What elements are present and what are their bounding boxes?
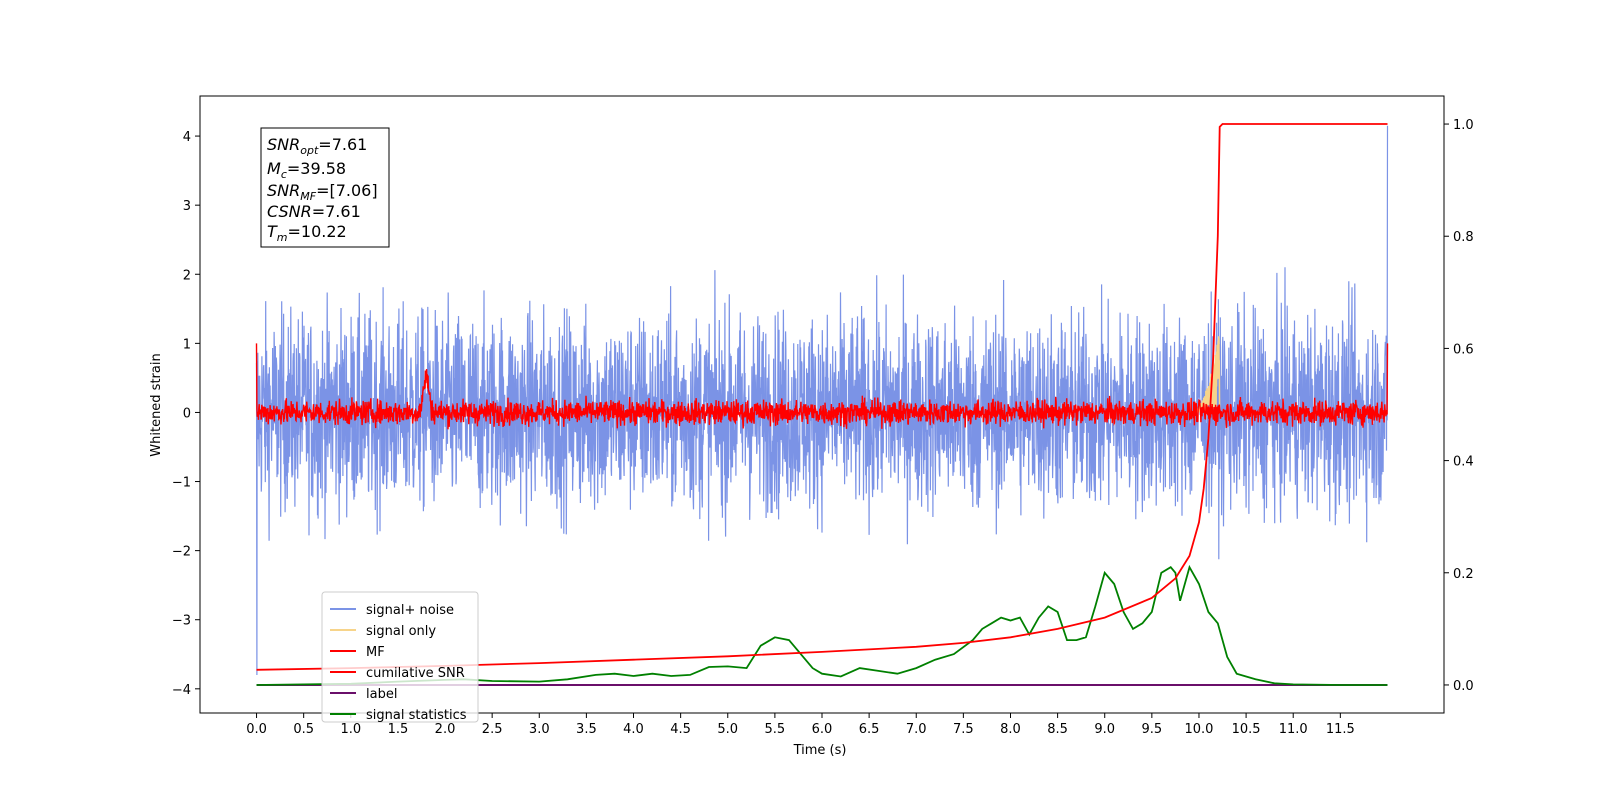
y-left-tick-label: −2 <box>172 545 191 560</box>
x-tick-label: 4.5 <box>670 722 691 737</box>
x-tick-label: 6.0 <box>812 722 833 737</box>
y-right-tick-label: 0.2 <box>1453 567 1474 582</box>
x-tick-label: 3.0 <box>529 722 550 737</box>
x-tick-label: 6.5 <box>859 722 880 737</box>
legend-label: signal only <box>366 624 436 639</box>
x-tick-label: 8.5 <box>1047 722 1068 737</box>
x-tick-label: 2.5 <box>482 722 503 737</box>
y-axis-right-ticks: 0.0 0.2 0.4 0.6 0.8 1.0 <box>1444 118 1474 694</box>
y-left-tick-label: 0 <box>183 406 191 421</box>
x-axis-ticks: 0.0 0.5 1.0 1.5 2.0 2.5 3.0 3.5 4.0 4.5 5.0 5.5 6.0 6… <box>246 713 1355 737</box>
x-tick-label: 10.5 <box>1232 722 1261 737</box>
legend: signal+ noise signal only MF cumilative SNR… <box>321 591 479 723</box>
y-left-tick-label: 4 <box>183 130 191 145</box>
y-right-tick-label: 1.0 <box>1453 118 1474 133</box>
y-left-tick-label: −3 <box>172 614 191 629</box>
x-tick-label: 10.0 <box>1184 722 1213 737</box>
annotation-line-csnr: CSNR=7.61 <box>267 202 361 221</box>
y-right-tick-label: 0.8 <box>1453 230 1474 245</box>
annotation-box: SNRopt=7.61 Mc=39.58 SNRMF=[7.06] CSNR=7… <box>260 127 390 248</box>
legend-label: label <box>366 687 397 702</box>
series-cumilative-snr-line <box>256 123 1388 671</box>
y-right-tick-label: 0.4 <box>1453 455 1474 470</box>
y-left-tick-label: −4 <box>172 683 191 698</box>
y-left-tick-label: 3 <box>183 199 191 214</box>
annotation-line-tm: Tm=10.22 <box>267 222 347 244</box>
x-axis-label: Time (s) <box>793 743 847 758</box>
y-left-tick-label: 2 <box>183 268 191 283</box>
legend-label: cumilative SNR <box>366 666 465 681</box>
legend-label: signal+ noise <box>366 603 454 618</box>
x-tick-label: 0.5 <box>293 722 314 737</box>
x-tick-label: 7.5 <box>953 722 974 737</box>
annotation-frame <box>260 127 390 248</box>
x-tick-label: 9.5 <box>1142 722 1163 737</box>
y-right-tick-label: 0.6 <box>1453 342 1474 357</box>
x-tick-label: 8.0 <box>1000 722 1021 737</box>
x-tick-label: 11.5 <box>1326 722 1355 737</box>
annotation-line-snr-mf: SNRMF=[7.06] <box>267 181 378 203</box>
y-axis-label: Whitened strain <box>149 353 164 456</box>
y-axis-left-ticks: −4 −3 −2 −1 0 1 2 3 4 <box>172 130 200 698</box>
y-right-tick-label: 0.0 <box>1453 679 1474 694</box>
x-tick-label: 11.0 <box>1279 722 1308 737</box>
legend-frame <box>321 591 479 723</box>
legend-label: MF <box>366 645 385 660</box>
series-mf-line <box>255 343 1389 430</box>
x-tick-label: 9.0 <box>1094 722 1115 737</box>
x-tick-label: 5.0 <box>717 722 738 737</box>
x-tick-label: 0.0 <box>246 722 267 737</box>
x-tick-label: 4.0 <box>623 722 644 737</box>
series-signal-statistics-line <box>256 564 1388 686</box>
x-tick-label: 2.0 <box>435 722 456 737</box>
y-left-tick-label: 1 <box>183 337 191 352</box>
annotation-line-mc: Mc=39.58 <box>267 159 346 181</box>
x-tick-label: 3.5 <box>576 722 597 737</box>
legend-label: signal statistics <box>366 708 467 723</box>
annotation-line-snr-opt: SNRopt=7.61 <box>267 135 367 157</box>
y-left-tick-label: −1 <box>172 476 191 491</box>
x-tick-label: 1.5 <box>388 722 409 737</box>
x-tick-label: 7.0 <box>906 722 927 737</box>
x-tick-label: 5.5 <box>765 722 786 737</box>
x-tick-label: 1.0 <box>340 722 361 737</box>
